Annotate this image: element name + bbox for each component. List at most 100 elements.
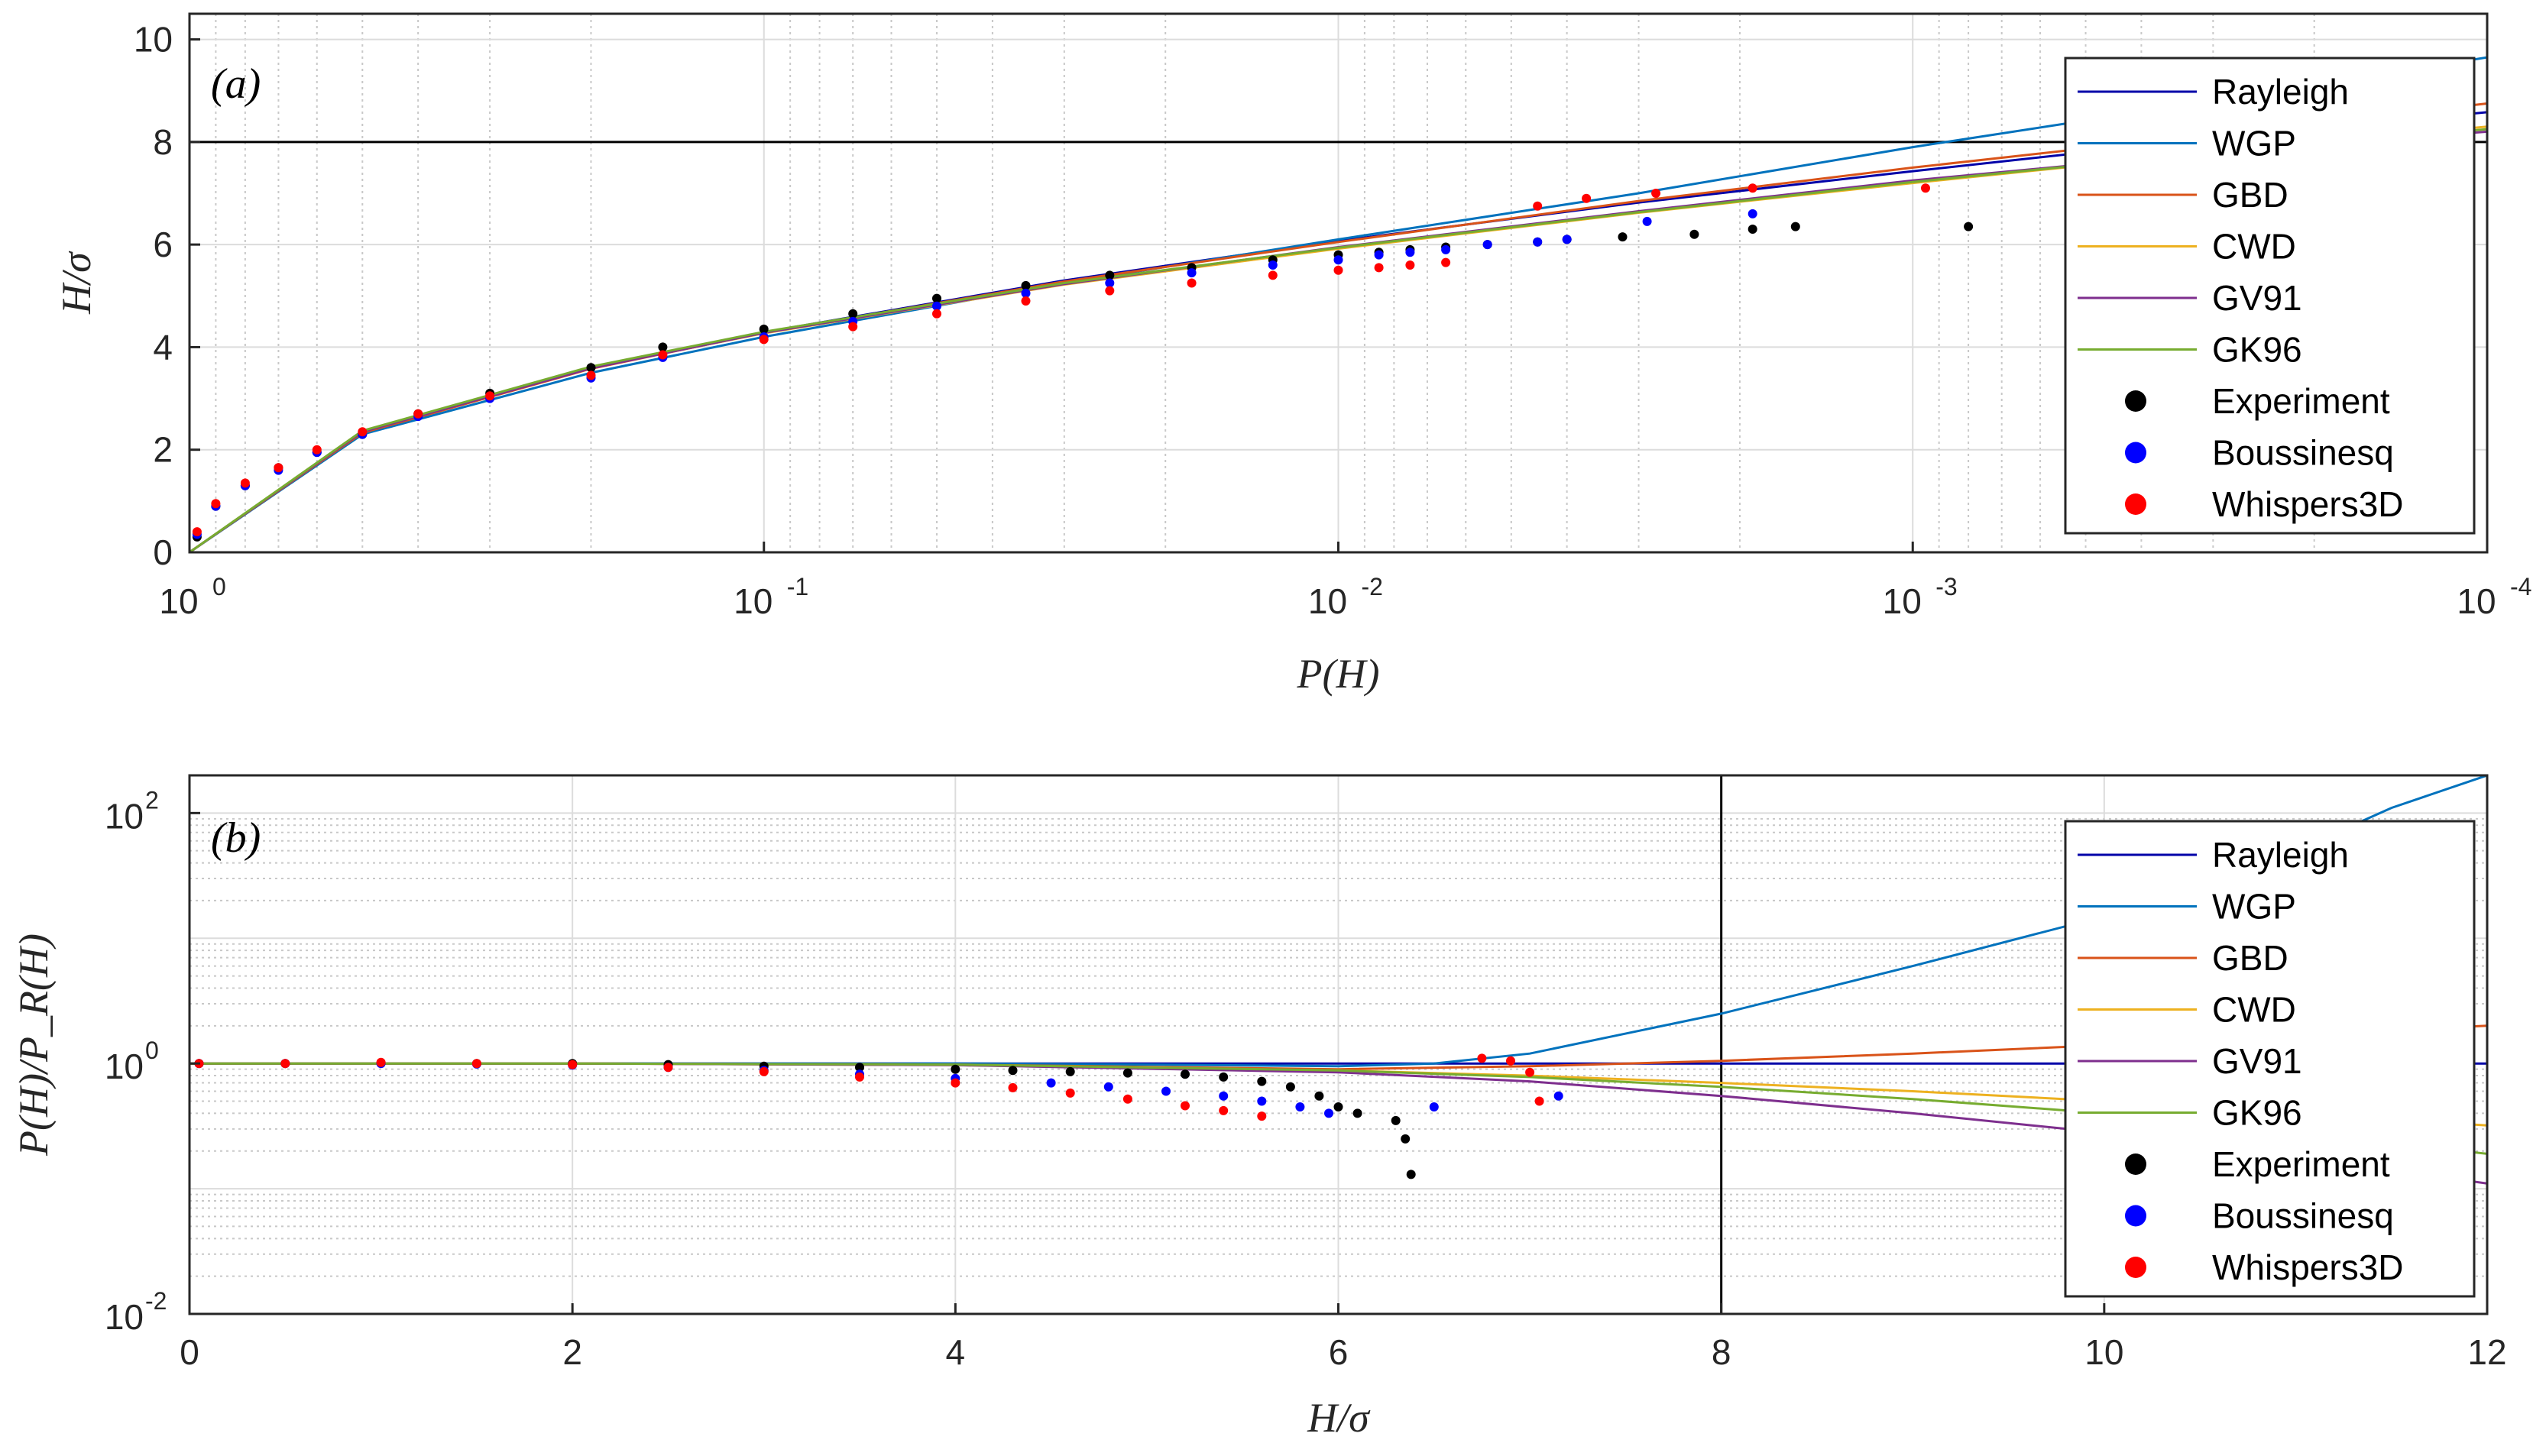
legend-label: GBD [2212,938,2288,978]
data-point-experiment [1964,222,1974,231]
x-tick-label: 10 [1883,581,1922,621]
legend-marker-boussinesq [2125,1205,2146,1227]
data-point-whispers3d [1008,1082,1018,1092]
legend-marker-whispers3d [2125,1257,2146,1278]
y-axis-label: P(H)/P_R(H) [11,933,57,1157]
data-point-whispers3d [951,1078,960,1088]
data-point-experiment [1352,1108,1362,1118]
legend-marker-boussinesq [2125,442,2146,464]
y-tick-label: 10 [105,796,144,836]
data-point-whispers3d [759,1066,769,1076]
legend-label: GK96 [2212,1093,2302,1133]
legend-label: WGP [2212,887,2296,927]
data-point-experiment [658,342,668,352]
data-point-boussinesq [1642,216,1652,226]
legend-label: Boussinesq [2212,433,2394,473]
data-point-whispers3d [1219,1105,1229,1115]
data-point-experiment [1181,1069,1190,1079]
data-point-whispers3d [1405,260,1415,270]
legend-label: CWD [2212,227,2296,267]
data-point-experiment [586,363,596,373]
legend-label: Experiment [2212,381,2390,421]
legend-label: GV91 [2212,278,2302,318]
x-tick-label: 10 [159,581,198,621]
data-point-whispers3d [1506,1056,1515,1066]
data-point-boussinesq [1324,1108,1333,1118]
data-point-whispers3d [485,391,495,401]
data-point-whispers3d [1021,296,1031,306]
legend-label: Rayleigh [2212,72,2349,112]
data-point-whispers3d [192,527,202,537]
data-point-whispers3d [280,1059,290,1069]
x-tick-label: 12 [2467,1332,2506,1372]
data-point-experiment [1314,1091,1324,1101]
data-point-boussinesq [1562,235,1572,244]
y-tick-label: 0 [153,532,173,572]
x-tick-label: 4 [946,1332,966,1372]
data-point-whispers3d [855,1072,864,1082]
y-tick-exponent: 0 [145,1037,159,1064]
data-point-experiment [1105,270,1115,280]
data-point-whispers3d [240,478,250,488]
legend-label: Whispers3D [2212,484,2404,524]
data-point-experiment [1008,1066,1018,1076]
data-point-boussinesq [932,301,941,311]
data-point-boussinesq [1021,288,1031,298]
data-point-boussinesq [1187,268,1197,278]
legend: Rayleigh WGP GBD CWD GV91 GK96 Experiment Bouss… [2064,820,2476,1298]
x-tick-exponent: 0 [212,573,226,600]
x-tick-label: 10 [1308,581,1347,621]
y-axis-label: H/σ [53,251,99,315]
legend-marker-experiment [2125,390,2146,412]
y-tick-label: 10 [134,20,173,60]
data-point-experiment [855,1063,864,1073]
data-point-boussinesq [1046,1078,1056,1088]
data-point-whispers3d [1065,1088,1075,1098]
data-point-whispers3d [1921,183,1930,193]
legend-label: GK96 [2212,330,2302,370]
data-point-whispers3d [568,1060,578,1069]
x-tick-label: 0 [180,1332,199,1372]
x-tick-exponent: -2 [1362,573,1383,600]
data-point-boussinesq [1161,1086,1171,1096]
legend-label: Experiment [2212,1144,2390,1184]
data-point-whispers3d [1441,257,1451,267]
data-point-experiment [759,324,769,334]
data-point-experiment [1391,1115,1401,1125]
data-point-experiment [1689,229,1699,239]
data-point-whispers3d [1477,1053,1487,1063]
data-point-whispers3d [1533,201,1543,211]
x-axis-label: H/σ [1307,1395,1371,1441]
data-point-boussinesq [1533,237,1543,247]
data-point-experiment [1618,232,1628,242]
panel-label: (a) [211,60,261,108]
data-point-boussinesq [1482,240,1492,250]
series-line-gk96 [189,128,2487,552]
legend-marker-whispers3d [2125,493,2146,515]
y-tick-exponent: -2 [145,1287,167,1315]
data-point-experiment [1285,1082,1295,1092]
data-point-whispers3d [471,1059,481,1069]
data-point-whispers3d [1534,1096,1544,1106]
legend-label: Boussinesq [2212,1196,2394,1236]
x-tick-exponent: -3 [1935,573,1957,600]
x-tick-label: 6 [1329,1332,1349,1372]
y-tick-label: 4 [153,327,173,367]
x-tick-label: 10 [734,581,773,621]
data-point-whispers3d [312,445,322,455]
data-point-boussinesq [1219,1091,1229,1101]
x-axis-label: P(H) [1297,651,1380,697]
legend-label: WGP [2212,124,2296,163]
y-tick-label: 8 [153,122,173,162]
data-point-experiment [1122,1068,1132,1078]
data-point-experiment [1333,1102,1343,1111]
data-point-whispers3d [759,335,769,345]
data-point-whispers3d [1582,193,1592,203]
x-tick-label: 10 [2084,1332,2123,1372]
data-point-experiment [1065,1066,1075,1076]
legend-label: Rayleigh [2212,835,2349,875]
data-point-whispers3d [1257,1111,1267,1121]
data-point-experiment [1790,222,1800,231]
